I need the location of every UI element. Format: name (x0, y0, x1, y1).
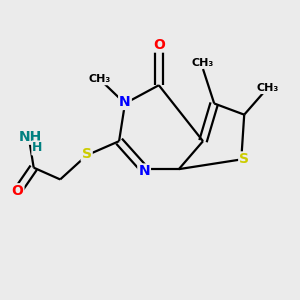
Text: NH: NH (19, 130, 42, 144)
Text: O: O (12, 184, 23, 198)
Text: S: S (82, 147, 92, 161)
Text: H: H (32, 141, 43, 154)
Text: N: N (138, 164, 150, 178)
Text: CH₃: CH₃ (257, 83, 279, 93)
Text: O: O (153, 38, 165, 52)
Text: CH₃: CH₃ (89, 74, 111, 84)
Text: CH₃: CH₃ (192, 58, 214, 68)
Text: N: N (119, 95, 131, 109)
Text: S: S (239, 152, 249, 167)
